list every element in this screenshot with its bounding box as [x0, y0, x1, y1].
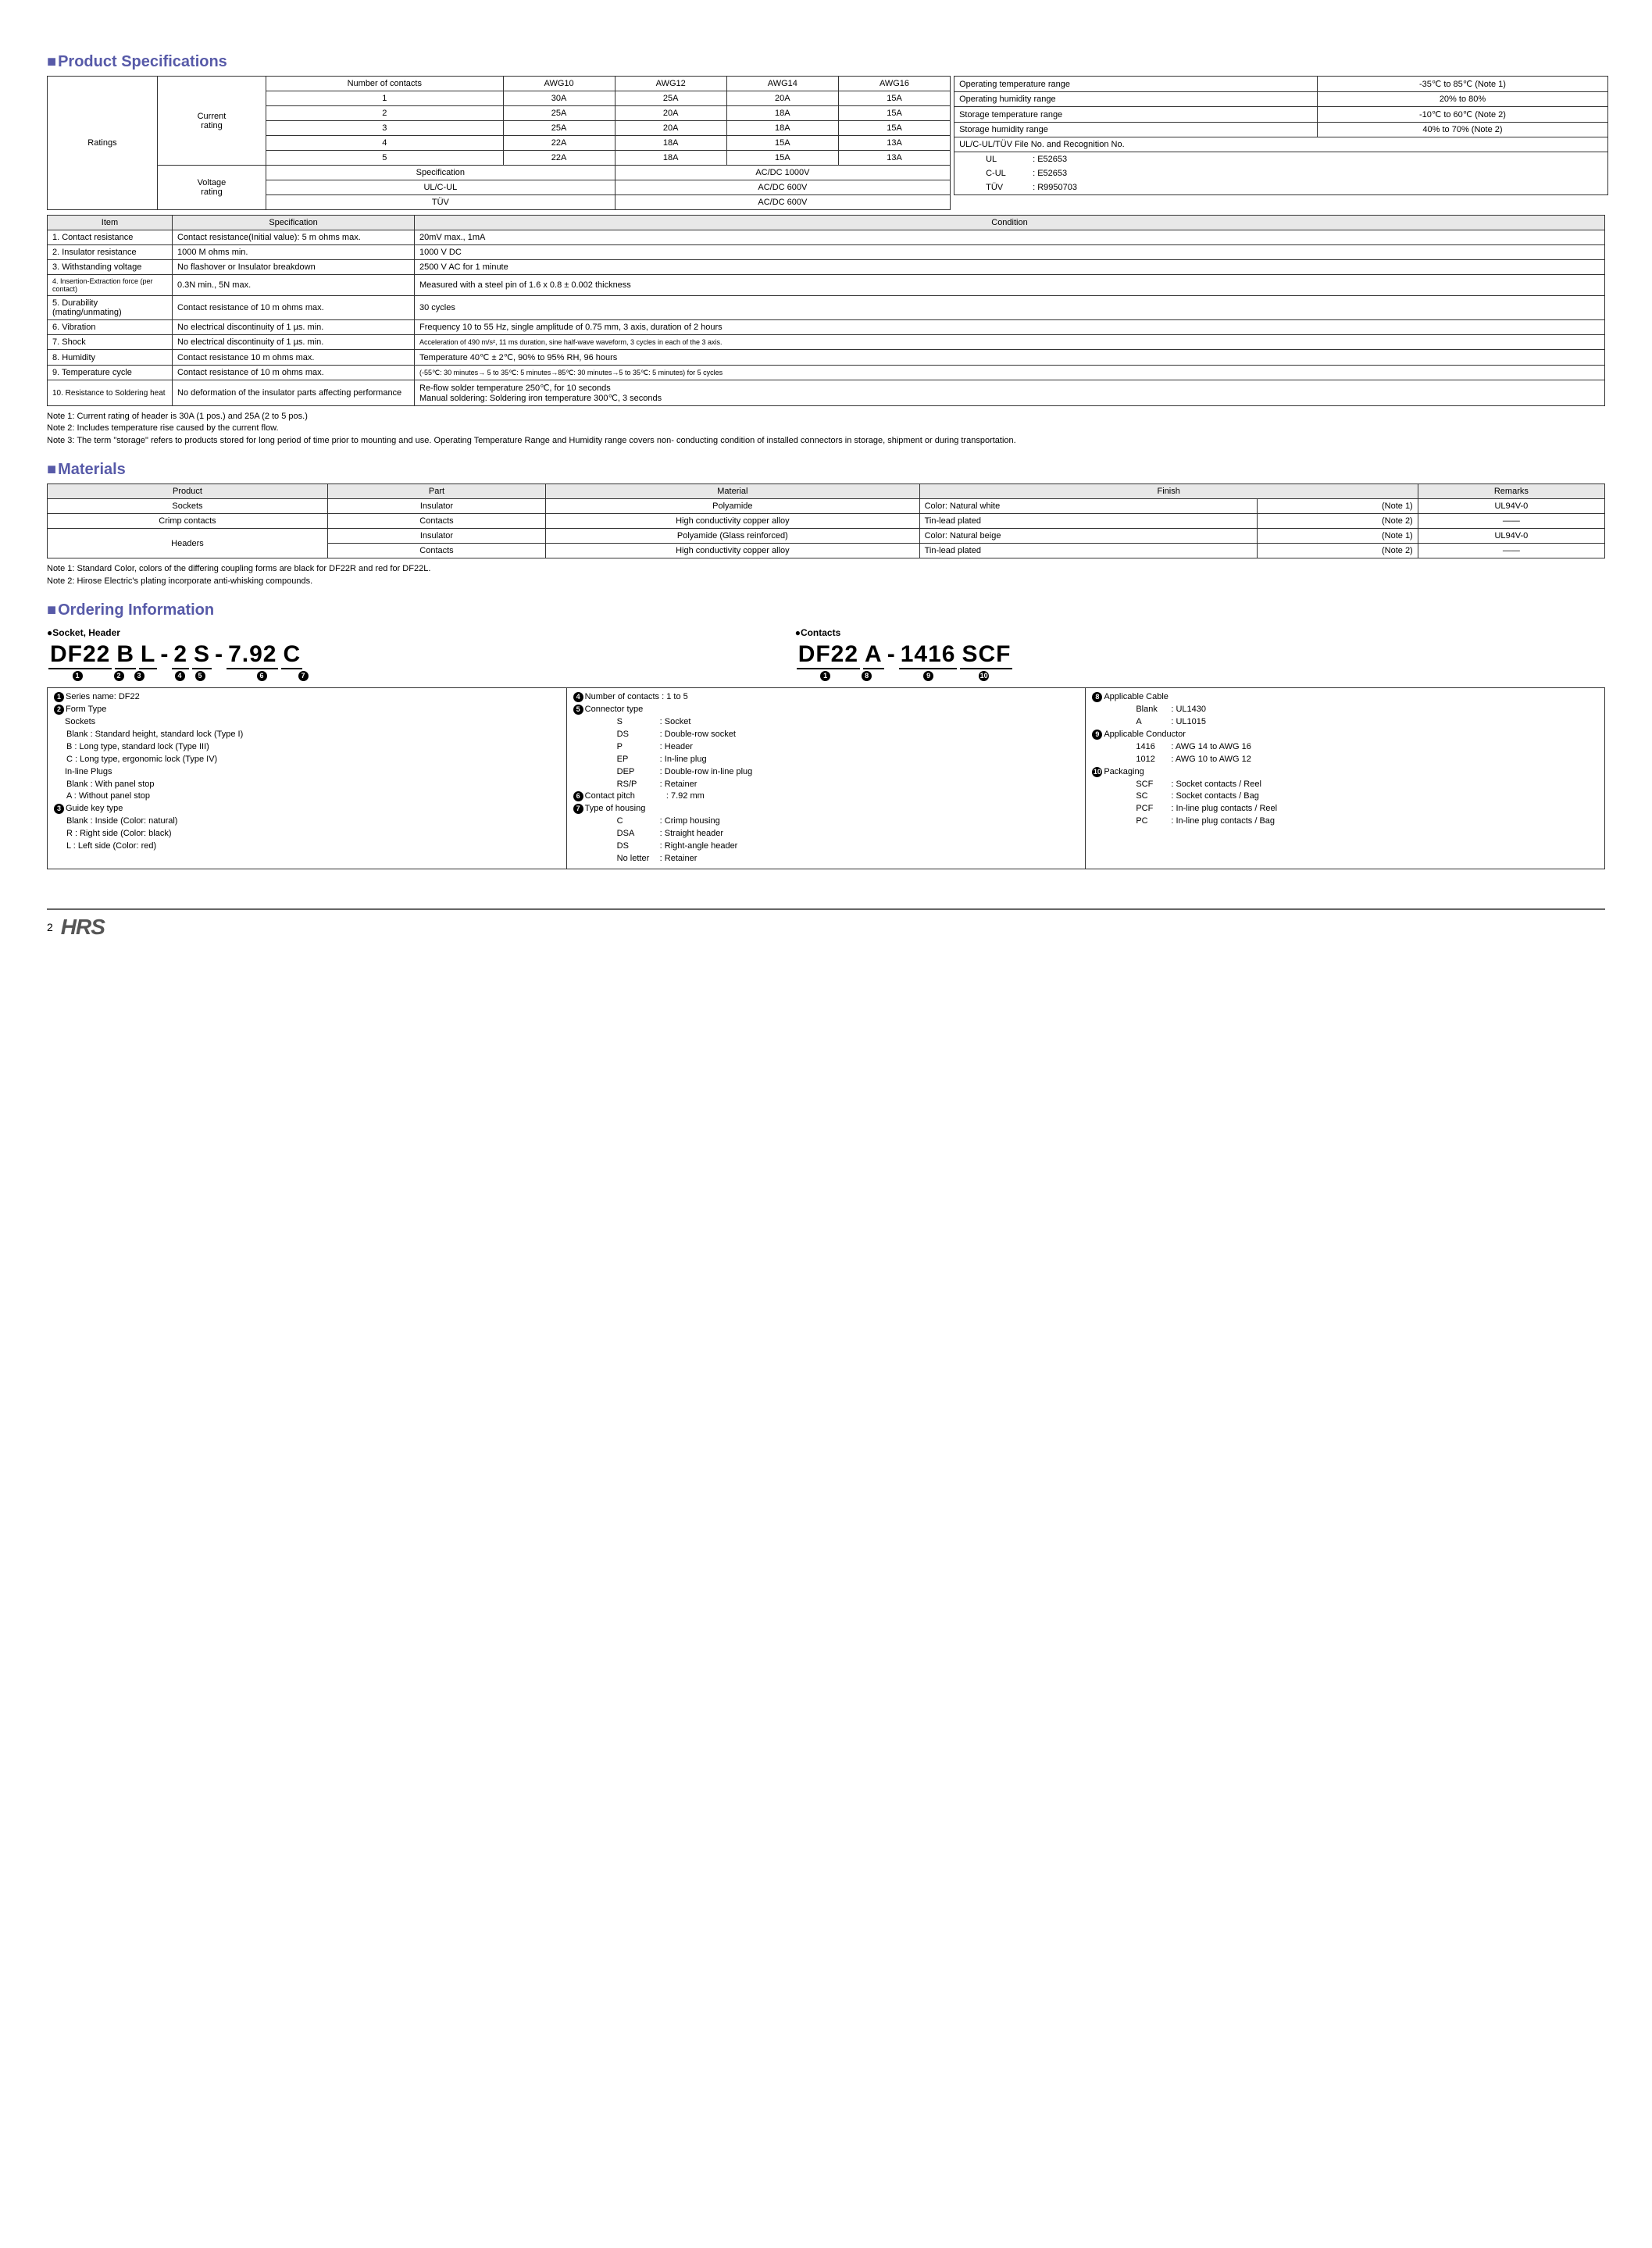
spec-notes: Note 1: Current rating of header is 30A … — [47, 411, 1605, 447]
ratings-label: Ratings — [48, 77, 158, 210]
ordering-col1: 1Series name: DF22 2Form Type Sockets Bl… — [48, 688, 567, 869]
voltage-rating-label: Voltagerating — [157, 166, 266, 210]
heading-materials: Materials — [47, 461, 1605, 479]
materials-table: Product Part Material Finish Remarks Soc… — [47, 483, 1605, 558]
partnum-socket: DF22BL-2S-7.92C — [47, 641, 764, 669]
page-number: 2 — [47, 921, 53, 933]
current-rating-label: Currentrating — [157, 77, 266, 166]
ratings-table: Ratings Currentrating Number of contacts… — [47, 76, 951, 210]
ordering-col2: 4Number of contacts : 1 to 5 5Connector … — [567, 688, 1086, 869]
hrs-logo: HRS — [61, 915, 105, 940]
ordering-col3: 8Applicable Cable Blank: UL1430A: UL1015… — [1086, 688, 1604, 869]
ordering-grid: 1Series name: DF22 2Form Type Sockets Bl… — [47, 687, 1605, 869]
ordering-partnums: Socket, Header DF22BL-2S-7.92C 1234567 C… — [47, 624, 1605, 681]
spec-items-table: ItemSpecificationCondition 1. Contact re… — [47, 215, 1605, 406]
ratings-block: Ratings Currentrating Number of contacts… — [47, 76, 1605, 210]
env-table: Operating temperature range-35℃ to 85℃ (… — [954, 76, 1608, 195]
socket-header-label: Socket, Header — [47, 627, 764, 638]
heading-spec: Product Specifications — [47, 53, 1605, 71]
heading-ordering: Ordering Information — [47, 601, 1605, 619]
footer: 2 HRS — [47, 908, 1605, 940]
contacts-label: Contacts — [795, 627, 1512, 638]
materials-notes: Note 1: Standard Color, colors of the di… — [47, 563, 1605, 587]
partnum-contacts: DF22A-1416SCF — [795, 641, 1512, 669]
